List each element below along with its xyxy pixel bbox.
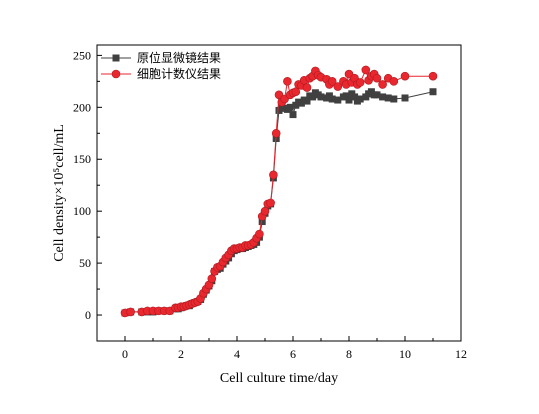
data-point xyxy=(355,78,365,87)
x-tick-label: 2 xyxy=(178,347,184,361)
data-point xyxy=(255,229,264,239)
y-tick-label: 250 xyxy=(73,48,91,62)
data-point xyxy=(269,170,278,180)
x-tick-label: 4 xyxy=(234,347,240,361)
data-point xyxy=(327,77,337,86)
x-axis-title: Cell culture time/day xyxy=(220,371,338,386)
data-point xyxy=(361,65,371,75)
y-tick-label: 100 xyxy=(73,204,91,218)
x-tick-label: 0 xyxy=(122,347,128,361)
data-point xyxy=(356,95,364,103)
data-point xyxy=(384,94,392,102)
data-point xyxy=(378,80,387,89)
data-point xyxy=(289,111,297,119)
y-tick-label: 200 xyxy=(73,100,91,114)
legend: 原位显微镜结果 细胞计数仪结果 xyxy=(101,50,221,81)
data-point xyxy=(428,71,438,81)
data-point xyxy=(333,82,343,91)
x-tick-label: 6 xyxy=(290,347,296,361)
data-point xyxy=(126,307,135,317)
legend-marker-counter xyxy=(111,69,121,79)
data-point xyxy=(400,71,410,81)
data-point xyxy=(317,93,325,101)
data-point xyxy=(302,83,312,92)
y-tick-label: 150 xyxy=(73,152,91,166)
data-point xyxy=(372,73,382,83)
data-point xyxy=(389,77,399,86)
data-point xyxy=(291,87,301,97)
series-1 xyxy=(120,65,438,318)
legend-label-counter: 细胞计数仪结果 xyxy=(137,66,221,81)
data-point xyxy=(303,97,311,105)
series-layer xyxy=(120,65,438,318)
data-point xyxy=(328,95,336,103)
data-point xyxy=(286,103,294,111)
data-point xyxy=(390,95,398,103)
data-point xyxy=(373,91,381,99)
legend-marker-microscope xyxy=(112,54,120,62)
data-point xyxy=(258,218,266,226)
plot-frame xyxy=(96,44,462,342)
data-point xyxy=(351,93,359,101)
legend-label-microscope: 原位显微镜结果 xyxy=(137,50,221,65)
x-tick-label: 10 xyxy=(399,347,411,361)
x-tick-label: 8 xyxy=(346,347,352,361)
x-tick-label: 12 xyxy=(455,347,467,361)
series-0 xyxy=(121,88,437,317)
data-point xyxy=(260,206,270,216)
y-axis-title: Cell density×10⁵cell/mL xyxy=(52,124,67,262)
data-point xyxy=(379,93,387,101)
axis-ticks: 0 2 4 6 8 10 12 0 50 100 150 200 250 xyxy=(73,48,467,361)
y-tick-label: 0 xyxy=(85,308,91,322)
data-point xyxy=(266,198,275,208)
data-point xyxy=(334,96,342,104)
data-point xyxy=(207,274,217,283)
data-point xyxy=(283,77,292,86)
data-point xyxy=(401,94,409,102)
data-point xyxy=(345,96,353,104)
data-point xyxy=(275,106,283,114)
data-point xyxy=(271,128,281,138)
data-point xyxy=(309,93,317,101)
y-tick-label: 50 xyxy=(79,256,91,270)
series-line xyxy=(124,91,434,314)
data-point xyxy=(429,88,437,96)
data-point xyxy=(342,92,350,100)
